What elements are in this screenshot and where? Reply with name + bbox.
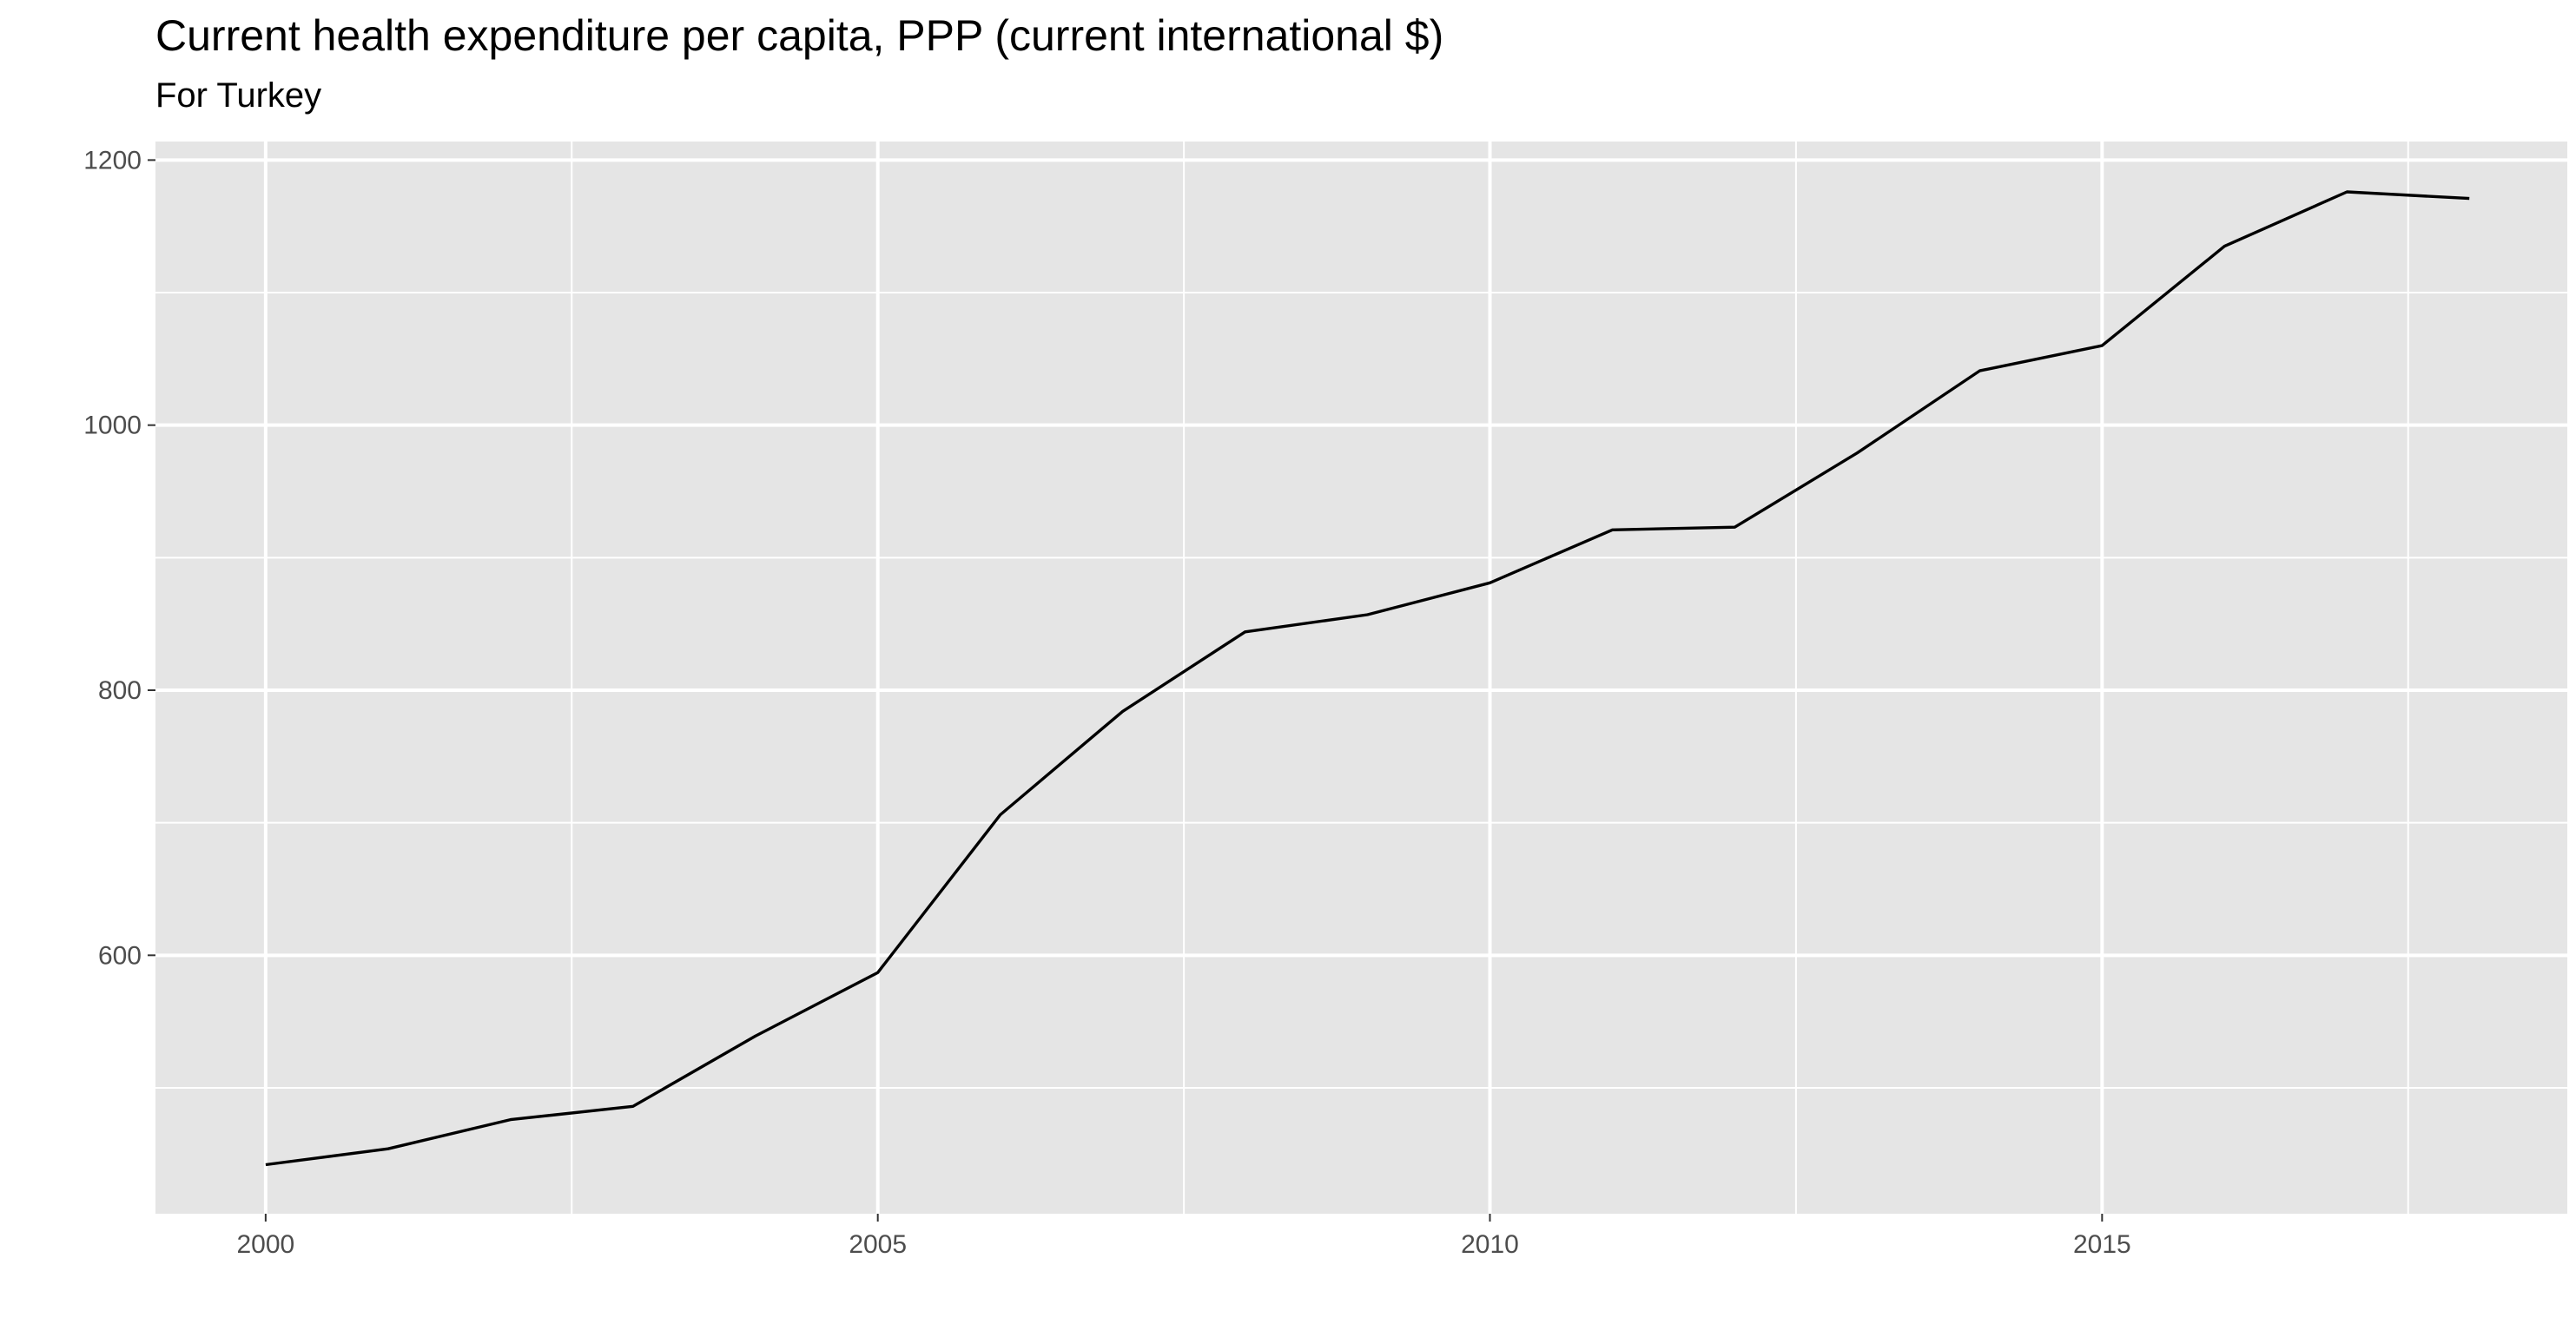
plot-panel (155, 142, 2567, 1214)
data-point (2467, 196, 2472, 201)
y-axis: 600 800 1000 1200 (83, 146, 155, 970)
data-point (753, 1033, 758, 1038)
major-gridlines (155, 142, 2567, 1214)
data-point (1120, 708, 1126, 714)
data-point (998, 813, 1003, 818)
data-point (875, 970, 881, 975)
y-tick-label: 1000 (83, 412, 142, 440)
data-point (631, 1103, 636, 1109)
data-point (2222, 244, 2227, 249)
data-point (1609, 527, 1615, 532)
series-line (265, 190, 2470, 1167)
y-tick-label: 600 (98, 941, 142, 970)
data-point (1854, 451, 1859, 456)
y-tick-label: 1200 (83, 146, 142, 175)
x-tick-label: 2010 (1461, 1230, 1519, 1259)
data-point (386, 1146, 391, 1151)
data-point (1732, 524, 1737, 530)
x-axis: 2000 2005 2010 2015 (236, 1214, 2131, 1259)
x-tick-label: 2005 (849, 1230, 907, 1259)
data-point (1488, 580, 1493, 585)
data-point (508, 1117, 513, 1123)
data-point (1365, 612, 1371, 617)
y-tick-label: 800 (98, 676, 142, 705)
data-point (1243, 629, 1248, 635)
data-point (2099, 343, 2104, 348)
data-point (1977, 368, 1982, 373)
chart-title: Current health expenditure per capita, P… (155, 11, 1444, 60)
data-point (263, 1163, 268, 1168)
chart-subtitle: For Turkey (155, 76, 322, 115)
data-point (2344, 189, 2349, 194)
x-tick-label: 2000 (236, 1230, 294, 1259)
x-tick-label: 2015 (2073, 1230, 2131, 1259)
